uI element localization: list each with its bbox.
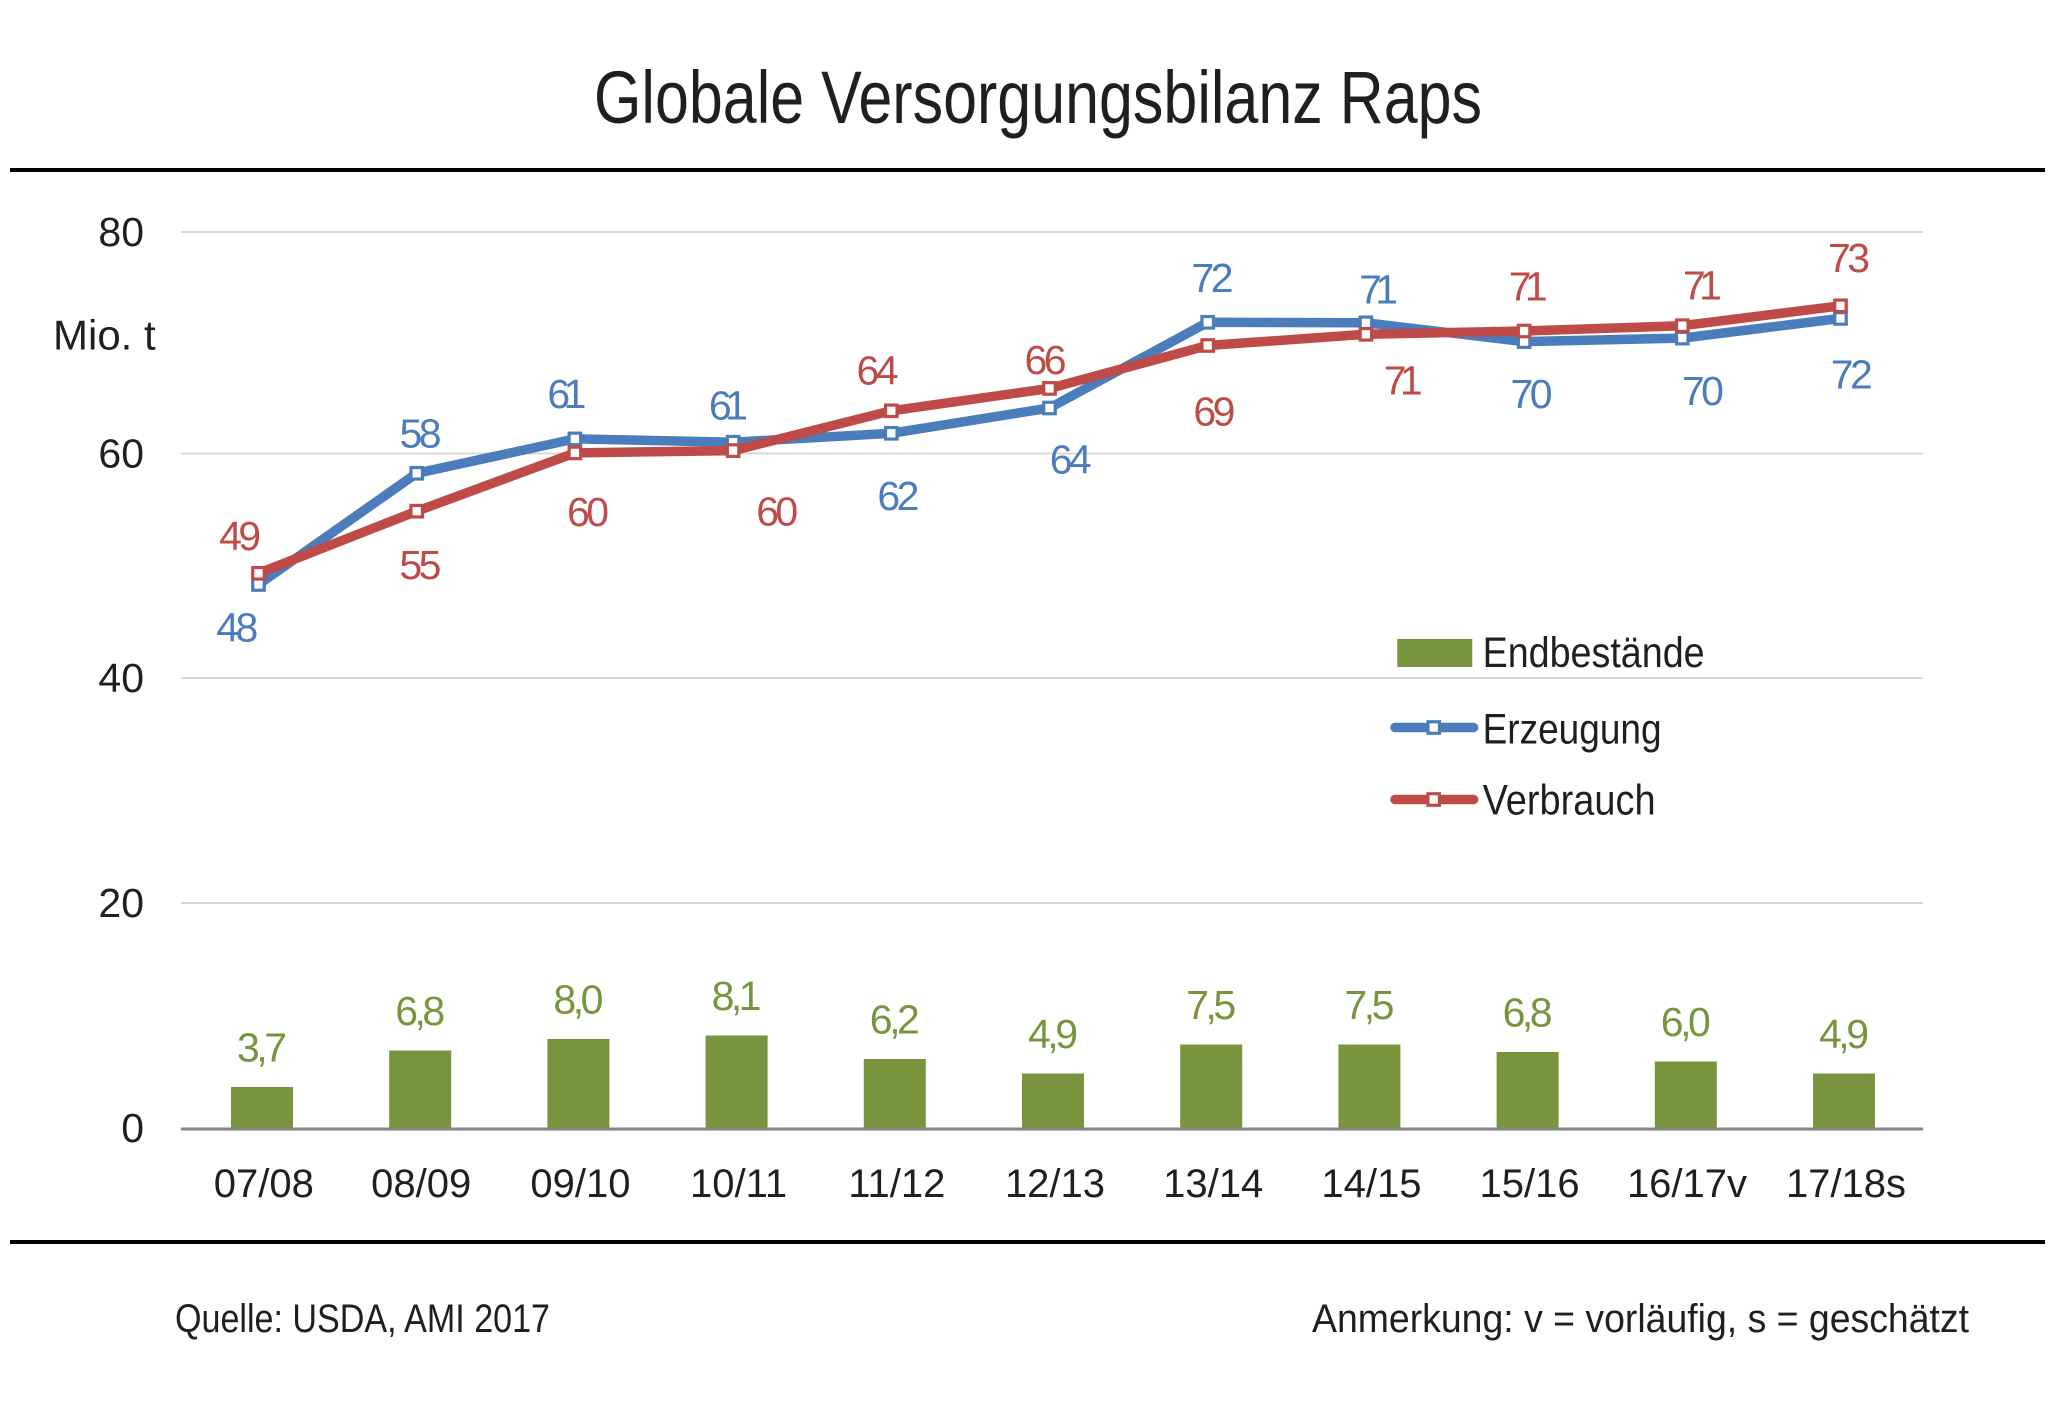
svg-text:Mio. t: Mio. t bbox=[53, 312, 156, 359]
svg-text:7,5: 7,5 bbox=[1344, 982, 1394, 1028]
svg-text:4,9: 4,9 bbox=[1028, 1011, 1078, 1057]
svg-text:Anmerkung: v = vorläufig, s =: Anmerkung: v = vorläufig, s = geschätzt bbox=[1312, 1297, 1969, 1341]
svg-text:Endbestände: Endbestände bbox=[1483, 629, 1705, 677]
svg-text:11/12: 11/12 bbox=[848, 1162, 945, 1206]
svg-text:09/10: 09/10 bbox=[530, 1162, 630, 1206]
svg-text:3,7: 3,7 bbox=[237, 1025, 287, 1071]
svg-text:0: 0 bbox=[121, 1105, 144, 1151]
svg-text:Quelle: USDA, AMI 2017: Quelle: USDA, AMI 2017 bbox=[175, 1297, 550, 1341]
svg-text:62: 62 bbox=[877, 473, 919, 519]
svg-text:61: 61 bbox=[709, 382, 748, 428]
svg-text:70: 70 bbox=[1511, 371, 1553, 417]
svg-text:20: 20 bbox=[98, 880, 144, 926]
svg-text:71: 71 bbox=[1683, 262, 1722, 308]
svg-text:12/13: 12/13 bbox=[1005, 1162, 1105, 1206]
svg-text:64: 64 bbox=[857, 347, 899, 393]
svg-text:60: 60 bbox=[98, 431, 144, 477]
svg-text:7,5: 7,5 bbox=[1186, 982, 1236, 1028]
svg-text:6,0: 6,0 bbox=[1661, 999, 1711, 1045]
svg-text:6,8: 6,8 bbox=[1503, 990, 1553, 1036]
svg-text:66: 66 bbox=[1025, 337, 1067, 383]
svg-text:73: 73 bbox=[1828, 235, 1870, 281]
svg-text:4,9: 4,9 bbox=[1819, 1011, 1869, 1057]
svg-text:6,2: 6,2 bbox=[870, 997, 920, 1043]
svg-text:Erzeugung: Erzeugung bbox=[1483, 706, 1662, 754]
svg-text:72: 72 bbox=[1192, 255, 1234, 301]
svg-text:58: 58 bbox=[400, 410, 442, 456]
svg-text:Globale Versorgungsbilanz Raps: Globale Versorgungsbilanz Raps bbox=[594, 56, 1482, 139]
svg-text:49: 49 bbox=[219, 513, 261, 559]
svg-text:8,0: 8,0 bbox=[553, 977, 603, 1023]
svg-text:40: 40 bbox=[98, 655, 144, 701]
svg-text:80: 80 bbox=[98, 209, 144, 255]
svg-text:72: 72 bbox=[1831, 351, 1873, 397]
svg-text:07/08: 07/08 bbox=[214, 1162, 314, 1206]
svg-text:16/17v: 16/17v bbox=[1627, 1162, 1747, 1206]
svg-text:08/09: 08/09 bbox=[371, 1162, 471, 1206]
svg-text:17/18s: 17/18s bbox=[1786, 1162, 1906, 1206]
svg-text:8,1: 8,1 bbox=[712, 973, 762, 1019]
svg-text:70: 70 bbox=[1682, 368, 1724, 414]
svg-text:6,8: 6,8 bbox=[395, 988, 445, 1034]
svg-text:10/11: 10/11 bbox=[690, 1162, 787, 1206]
svg-text:60: 60 bbox=[567, 489, 609, 535]
svg-text:Verbrauch: Verbrauch bbox=[1483, 777, 1656, 825]
svg-text:71: 71 bbox=[1384, 357, 1423, 403]
svg-text:60: 60 bbox=[756, 489, 798, 535]
svg-text:69: 69 bbox=[1193, 388, 1235, 434]
svg-text:48: 48 bbox=[216, 604, 258, 650]
svg-text:15/16: 15/16 bbox=[1480, 1162, 1580, 1206]
svg-text:64: 64 bbox=[1050, 437, 1092, 483]
svg-text:71: 71 bbox=[1359, 267, 1398, 313]
svg-text:14/15: 14/15 bbox=[1321, 1162, 1421, 1206]
svg-text:71: 71 bbox=[1509, 264, 1548, 310]
svg-text:13/14: 13/14 bbox=[1163, 1162, 1263, 1206]
svg-text:55: 55 bbox=[399, 542, 441, 588]
svg-text:61: 61 bbox=[547, 371, 586, 417]
